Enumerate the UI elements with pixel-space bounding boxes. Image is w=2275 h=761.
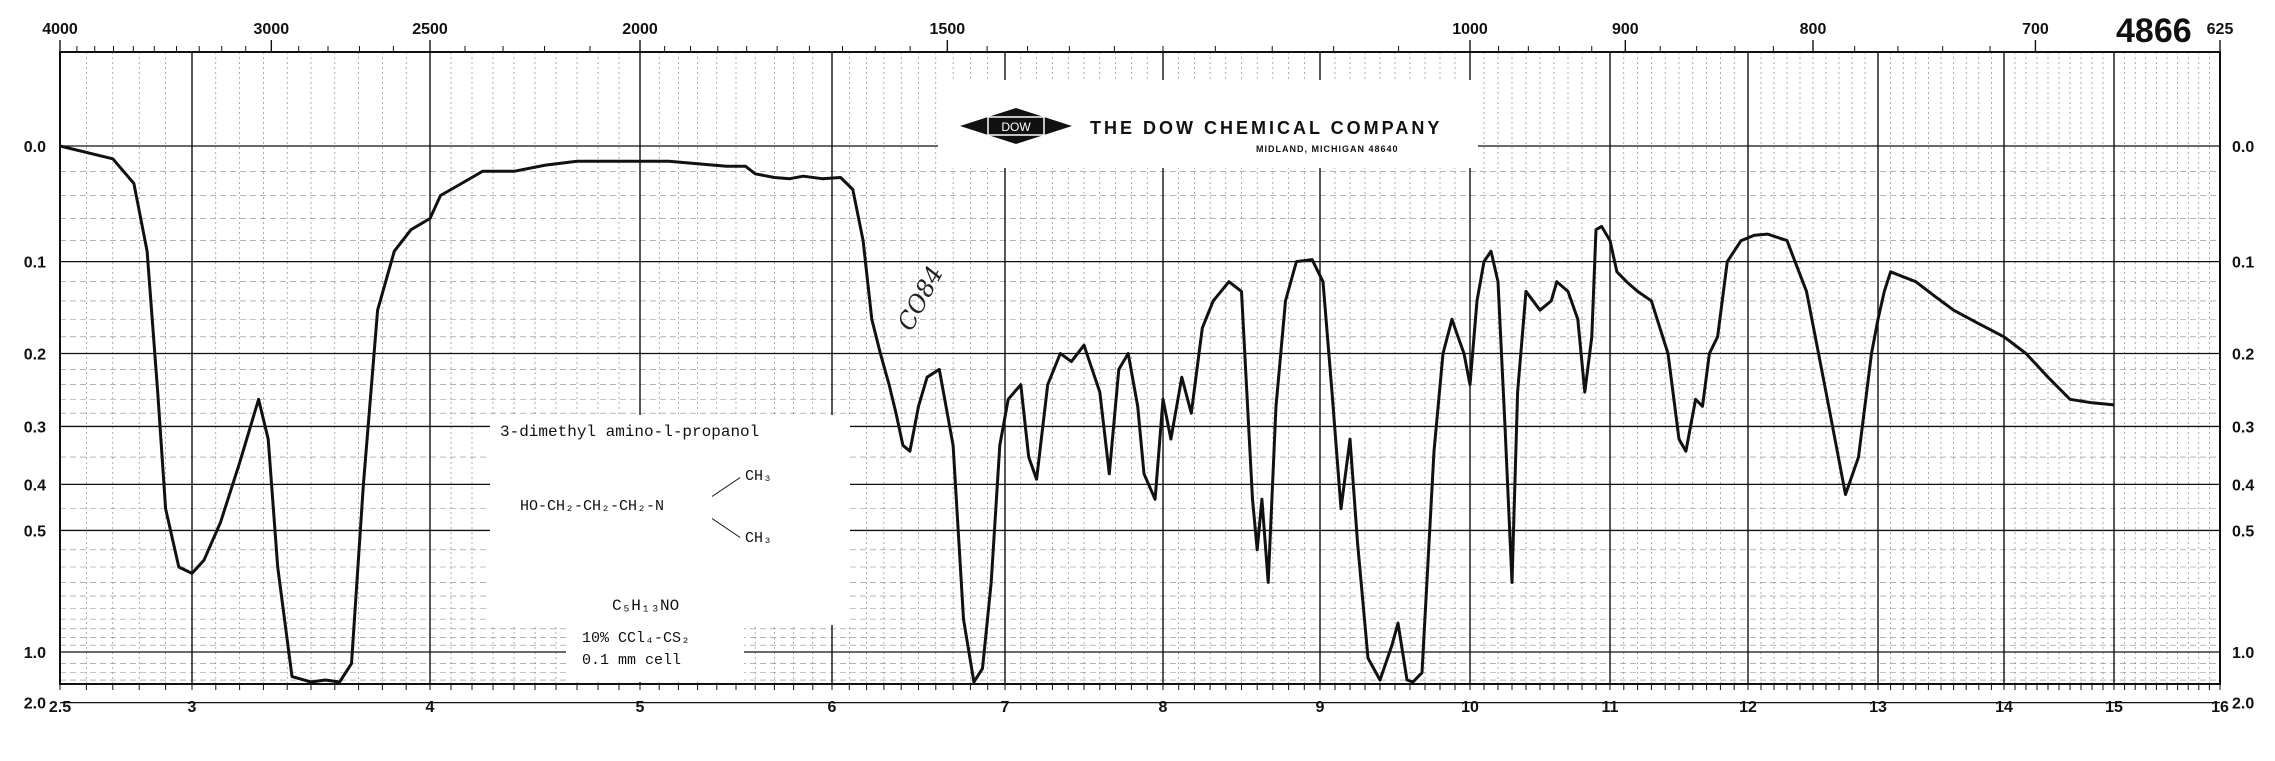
x-top-tick-label: 4000 bbox=[42, 21, 78, 38]
y-right-tick-label: 1.0 bbox=[2232, 645, 2254, 662]
x-top-tick-label: 3000 bbox=[254, 21, 290, 38]
axis-ticks bbox=[59, 40, 2221, 690]
y-right-tick-label: 2.0 bbox=[2232, 696, 2254, 713]
y-right-tick-label: 0.0 bbox=[2232, 139, 2254, 156]
y-left-tick-label: 0.3 bbox=[24, 419, 46, 436]
y-left-tick-label: 0.4 bbox=[24, 477, 46, 494]
y-left-tick-label: 2.0 bbox=[24, 696, 46, 713]
y-left-tick-label: 0.1 bbox=[24, 255, 46, 272]
x-bottom-tick-label: 15 bbox=[2105, 699, 2123, 716]
sheet-number: 4866 bbox=[2116, 12, 2192, 50]
x-bottom-tick-label: 4 bbox=[426, 699, 435, 716]
company-header: DOW THE DOW CHEMICAL COMPANY MIDLAND, MI… bbox=[938, 80, 1478, 168]
x-top-tick-label: 1000 bbox=[1452, 21, 1488, 38]
x-bottom-tick-label: 2.5 bbox=[49, 699, 71, 716]
y-right-tick-label: 0.2 bbox=[2232, 346, 2254, 363]
structure-methyl-top: CH₃ bbox=[745, 468, 773, 485]
x-top-tick-label: 2000 bbox=[622, 21, 658, 38]
x-top-tick-label: 2500 bbox=[412, 21, 448, 38]
x-bottom-tick-label: 6 bbox=[828, 699, 837, 716]
x-bottom-tick-label: 7 bbox=[1001, 699, 1010, 716]
company-address: MIDLAND, MICHIGAN 48640 bbox=[1256, 144, 1399, 154]
dow-logo-text: DOW bbox=[1001, 120, 1031, 134]
axis-labels: 2.5 3 4 5 6 7 8 9 10 11 12 13 14 15 16 4000 3000 2500 2000… bbox=[24, 21, 2255, 716]
y-left-tick-label: 0.5 bbox=[24, 523, 46, 540]
dow-diamond-logo-icon: DOW bbox=[960, 108, 1072, 144]
x-top-tick-label: 800 bbox=[1800, 21, 1827, 38]
x-bottom-tick-label: 14 bbox=[1995, 699, 2013, 716]
y-right-tick-label: 0.4 bbox=[2232, 477, 2254, 494]
structure-formula: HO-CH₂-CH₂-CH₂-N bbox=[520, 498, 665, 515]
x-bottom-tick-label: 12 bbox=[1739, 699, 1757, 716]
x-top-tick-label: 700 bbox=[2022, 21, 2049, 38]
cell-pathlength: 0.1 mm cell bbox=[582, 652, 682, 669]
compound-name: 3-dimethyl amino-l-propanol bbox=[500, 423, 760, 441]
company-name: THE DOW CHEMICAL COMPANY bbox=[1090, 118, 1443, 138]
y-left-tick-label: 0.2 bbox=[24, 346, 46, 363]
x-bottom-tick-label: 13 bbox=[1869, 699, 1887, 716]
y-left-tick-label: 0.0 bbox=[24, 139, 46, 156]
x-bottom-tick-label: 5 bbox=[636, 699, 645, 716]
x-bottom-tick-label: 11 bbox=[1602, 699, 1619, 716]
x-top-tick-label: 625 bbox=[2207, 21, 2234, 38]
compound-label-box bbox=[490, 415, 850, 625]
sample-cell-box bbox=[566, 624, 744, 682]
sample-concentration: 10% CCl₄-CS₂ bbox=[582, 630, 691, 647]
spectrum-line bbox=[59, 144, 2115, 684]
molecular-formula: C₅H₁₃NO bbox=[612, 597, 680, 615]
structure-methyl-bottom: CH₃ bbox=[745, 530, 773, 547]
x-bottom-tick-label: 10 bbox=[1461, 699, 1479, 716]
x-bottom-tick-label: 9 bbox=[1316, 699, 1325, 716]
x-top-tick-label: 1500 bbox=[930, 21, 966, 38]
y-right-tick-label: 0.3 bbox=[2232, 419, 2254, 436]
y-right-tick-label: 0.5 bbox=[2232, 523, 2254, 540]
x-top-tick-label: 900 bbox=[1612, 21, 1639, 38]
y-left-tick-label: 1.0 bbox=[24, 645, 46, 662]
y-right-tick-label: 0.1 bbox=[2232, 255, 2254, 272]
x-bottom-tick-label: 16 bbox=[2211, 699, 2229, 716]
x-bottom-tick-label: 3 bbox=[188, 699, 197, 716]
x-bottom-tick-label: 8 bbox=[1159, 699, 1168, 716]
